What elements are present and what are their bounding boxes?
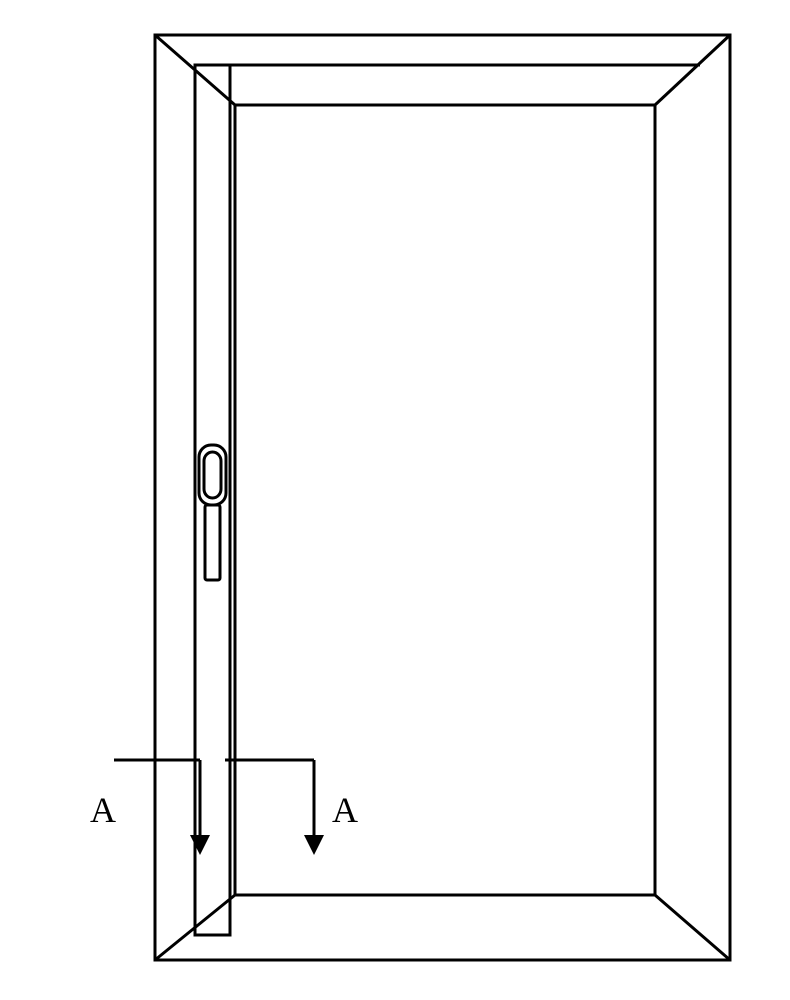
section-left-label: A	[90, 790, 116, 830]
canvas-bg	[0, 0, 790, 1000]
window-diagram: AA	[0, 0, 790, 1000]
section-right-label: A	[332, 790, 358, 830]
